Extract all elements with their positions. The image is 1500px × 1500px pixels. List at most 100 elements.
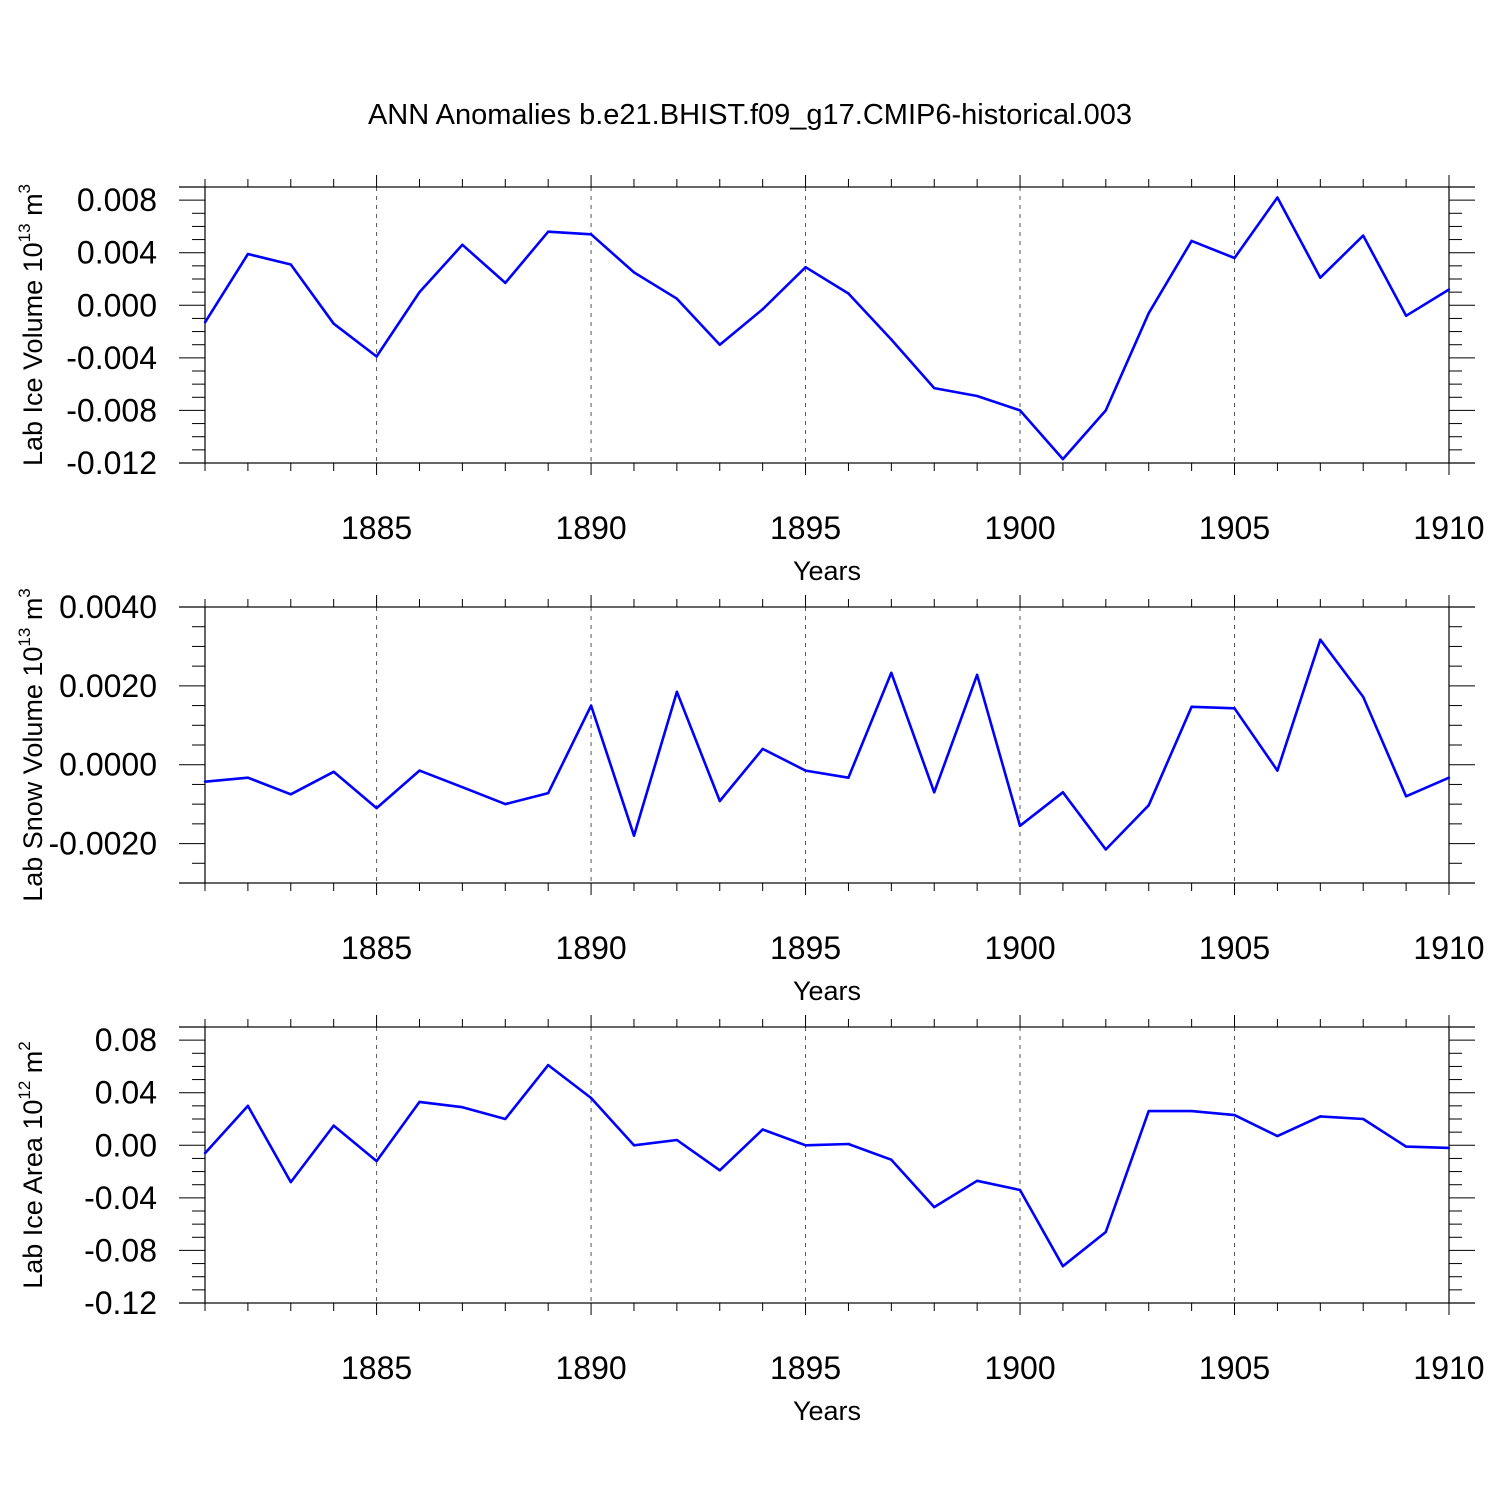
y-tick-label: -0.012 xyxy=(66,445,157,481)
chart-title: ANN Anomalies b.e21.BHIST.f09_g17.CMIP6-… xyxy=(368,99,1132,131)
y-tick-label: 0.000 xyxy=(77,287,157,323)
data-point xyxy=(718,1169,721,1172)
data-point xyxy=(546,230,550,233)
data-point xyxy=(1104,848,1108,851)
data-point xyxy=(418,1100,421,1104)
y-tick-label: 0.00 xyxy=(95,1127,157,1163)
data-point xyxy=(1147,1109,1150,1113)
data-point xyxy=(675,1138,679,1142)
data-point xyxy=(418,290,421,294)
plot-frame xyxy=(204,606,1450,884)
x-tick-label: 1900 xyxy=(984,1350,1055,1386)
data-point xyxy=(461,243,464,247)
data-point xyxy=(718,343,721,346)
x-tick-label: 1885 xyxy=(341,930,412,966)
data-point xyxy=(1147,311,1150,315)
data-point xyxy=(246,252,250,256)
x-tick-label: 1905 xyxy=(1199,510,1270,546)
y-tick-label: 0.0000 xyxy=(59,747,157,783)
x-tick-label: 1890 xyxy=(555,510,626,546)
data-point xyxy=(1447,288,1451,291)
data-point xyxy=(461,785,464,789)
data-point xyxy=(332,770,335,774)
x-axis-label: Years xyxy=(793,556,861,586)
data-point xyxy=(1233,256,1236,260)
data-point xyxy=(1104,1230,1108,1234)
data-point xyxy=(1319,1115,1322,1118)
data-point xyxy=(804,1144,807,1147)
series-line xyxy=(204,1063,1450,1268)
x-tick-label: 1910 xyxy=(1413,1350,1484,1386)
data-point xyxy=(1061,457,1065,461)
plot-frame xyxy=(204,1026,1450,1304)
y-tick-label: -0.008 xyxy=(66,392,157,428)
x-tick-label: 1885 xyxy=(341,1350,412,1386)
panel-2: 1885 1890 1895 1900 1905 1910 Years 0.0040 0.002… xyxy=(15,588,1485,1006)
data-point xyxy=(1276,196,1279,199)
data-point xyxy=(418,769,421,772)
data-point xyxy=(1061,791,1065,794)
data-point xyxy=(933,791,936,794)
data-point xyxy=(332,322,335,325)
data-point xyxy=(890,671,893,675)
data-point xyxy=(589,233,593,236)
data-point xyxy=(375,806,378,810)
data-point xyxy=(1362,1117,1365,1121)
data-point xyxy=(589,704,593,707)
y-tick-label: -0.04 xyxy=(84,1180,157,1216)
data-point xyxy=(1233,1113,1236,1117)
y-tick-label: -0.08 xyxy=(84,1232,157,1268)
y-axis-label: Lab Snow Volume 1013 m3 xyxy=(15,588,48,902)
x-tick-label: 1890 xyxy=(555,1350,626,1386)
plot-frame xyxy=(204,186,1450,464)
y-tick-label: -0.0020 xyxy=(48,826,157,862)
data-point xyxy=(461,1105,464,1109)
x-tick-label: 1905 xyxy=(1199,930,1270,966)
data-point xyxy=(933,386,936,390)
data-point xyxy=(847,292,850,295)
data-point xyxy=(675,690,679,693)
data-point xyxy=(246,1104,250,1108)
data-point xyxy=(1018,824,1022,828)
data-point xyxy=(1362,695,1365,699)
y-tick-label: -0.12 xyxy=(84,1285,157,1321)
x-tick-label: 1900 xyxy=(984,930,1055,966)
x-tick-label: 1885 xyxy=(341,510,412,546)
data-point xyxy=(761,747,764,751)
data-point xyxy=(632,1144,636,1147)
data-point xyxy=(890,338,893,341)
data-point xyxy=(1404,1145,1408,1148)
data-point xyxy=(203,1151,207,1155)
data-point xyxy=(632,271,636,274)
data-point xyxy=(375,355,378,358)
data-point xyxy=(1104,409,1108,412)
data-point xyxy=(504,281,507,285)
y-tick-label: -0.004 xyxy=(66,340,157,376)
y-axis-label: Lab Ice Volume 1013 m3 xyxy=(15,184,48,466)
data-point xyxy=(933,1205,936,1209)
data-point xyxy=(1404,314,1408,317)
x-tick-label: 1890 xyxy=(555,930,626,966)
series-line xyxy=(203,196,1450,461)
data-point xyxy=(847,1142,850,1146)
data-point xyxy=(1061,1265,1065,1268)
x-tick-label: 1910 xyxy=(1413,930,1484,966)
x-tick-label: 1910 xyxy=(1413,510,1484,546)
data-point xyxy=(1190,1109,1193,1113)
data-point xyxy=(804,769,807,772)
x-axis-label: Years xyxy=(793,976,861,1006)
data-point xyxy=(975,1179,979,1182)
data-point xyxy=(546,1063,550,1067)
data-point xyxy=(1276,1134,1279,1138)
y-tick-label: 0.0020 xyxy=(59,668,157,704)
data-point xyxy=(632,834,636,837)
data-point xyxy=(718,799,721,803)
data-point xyxy=(1018,409,1022,412)
y-axis-label: Lab Ice Area 1012 m2 xyxy=(15,1041,48,1289)
x-axis-label: Years xyxy=(793,1396,861,1426)
panel-3: 1885 1890 1895 1900 1905 1910 Years 0.08 0.04 0.0… xyxy=(15,1015,1485,1426)
data-point xyxy=(589,1096,593,1100)
data-point xyxy=(890,1158,893,1161)
data-point xyxy=(1190,239,1193,243)
